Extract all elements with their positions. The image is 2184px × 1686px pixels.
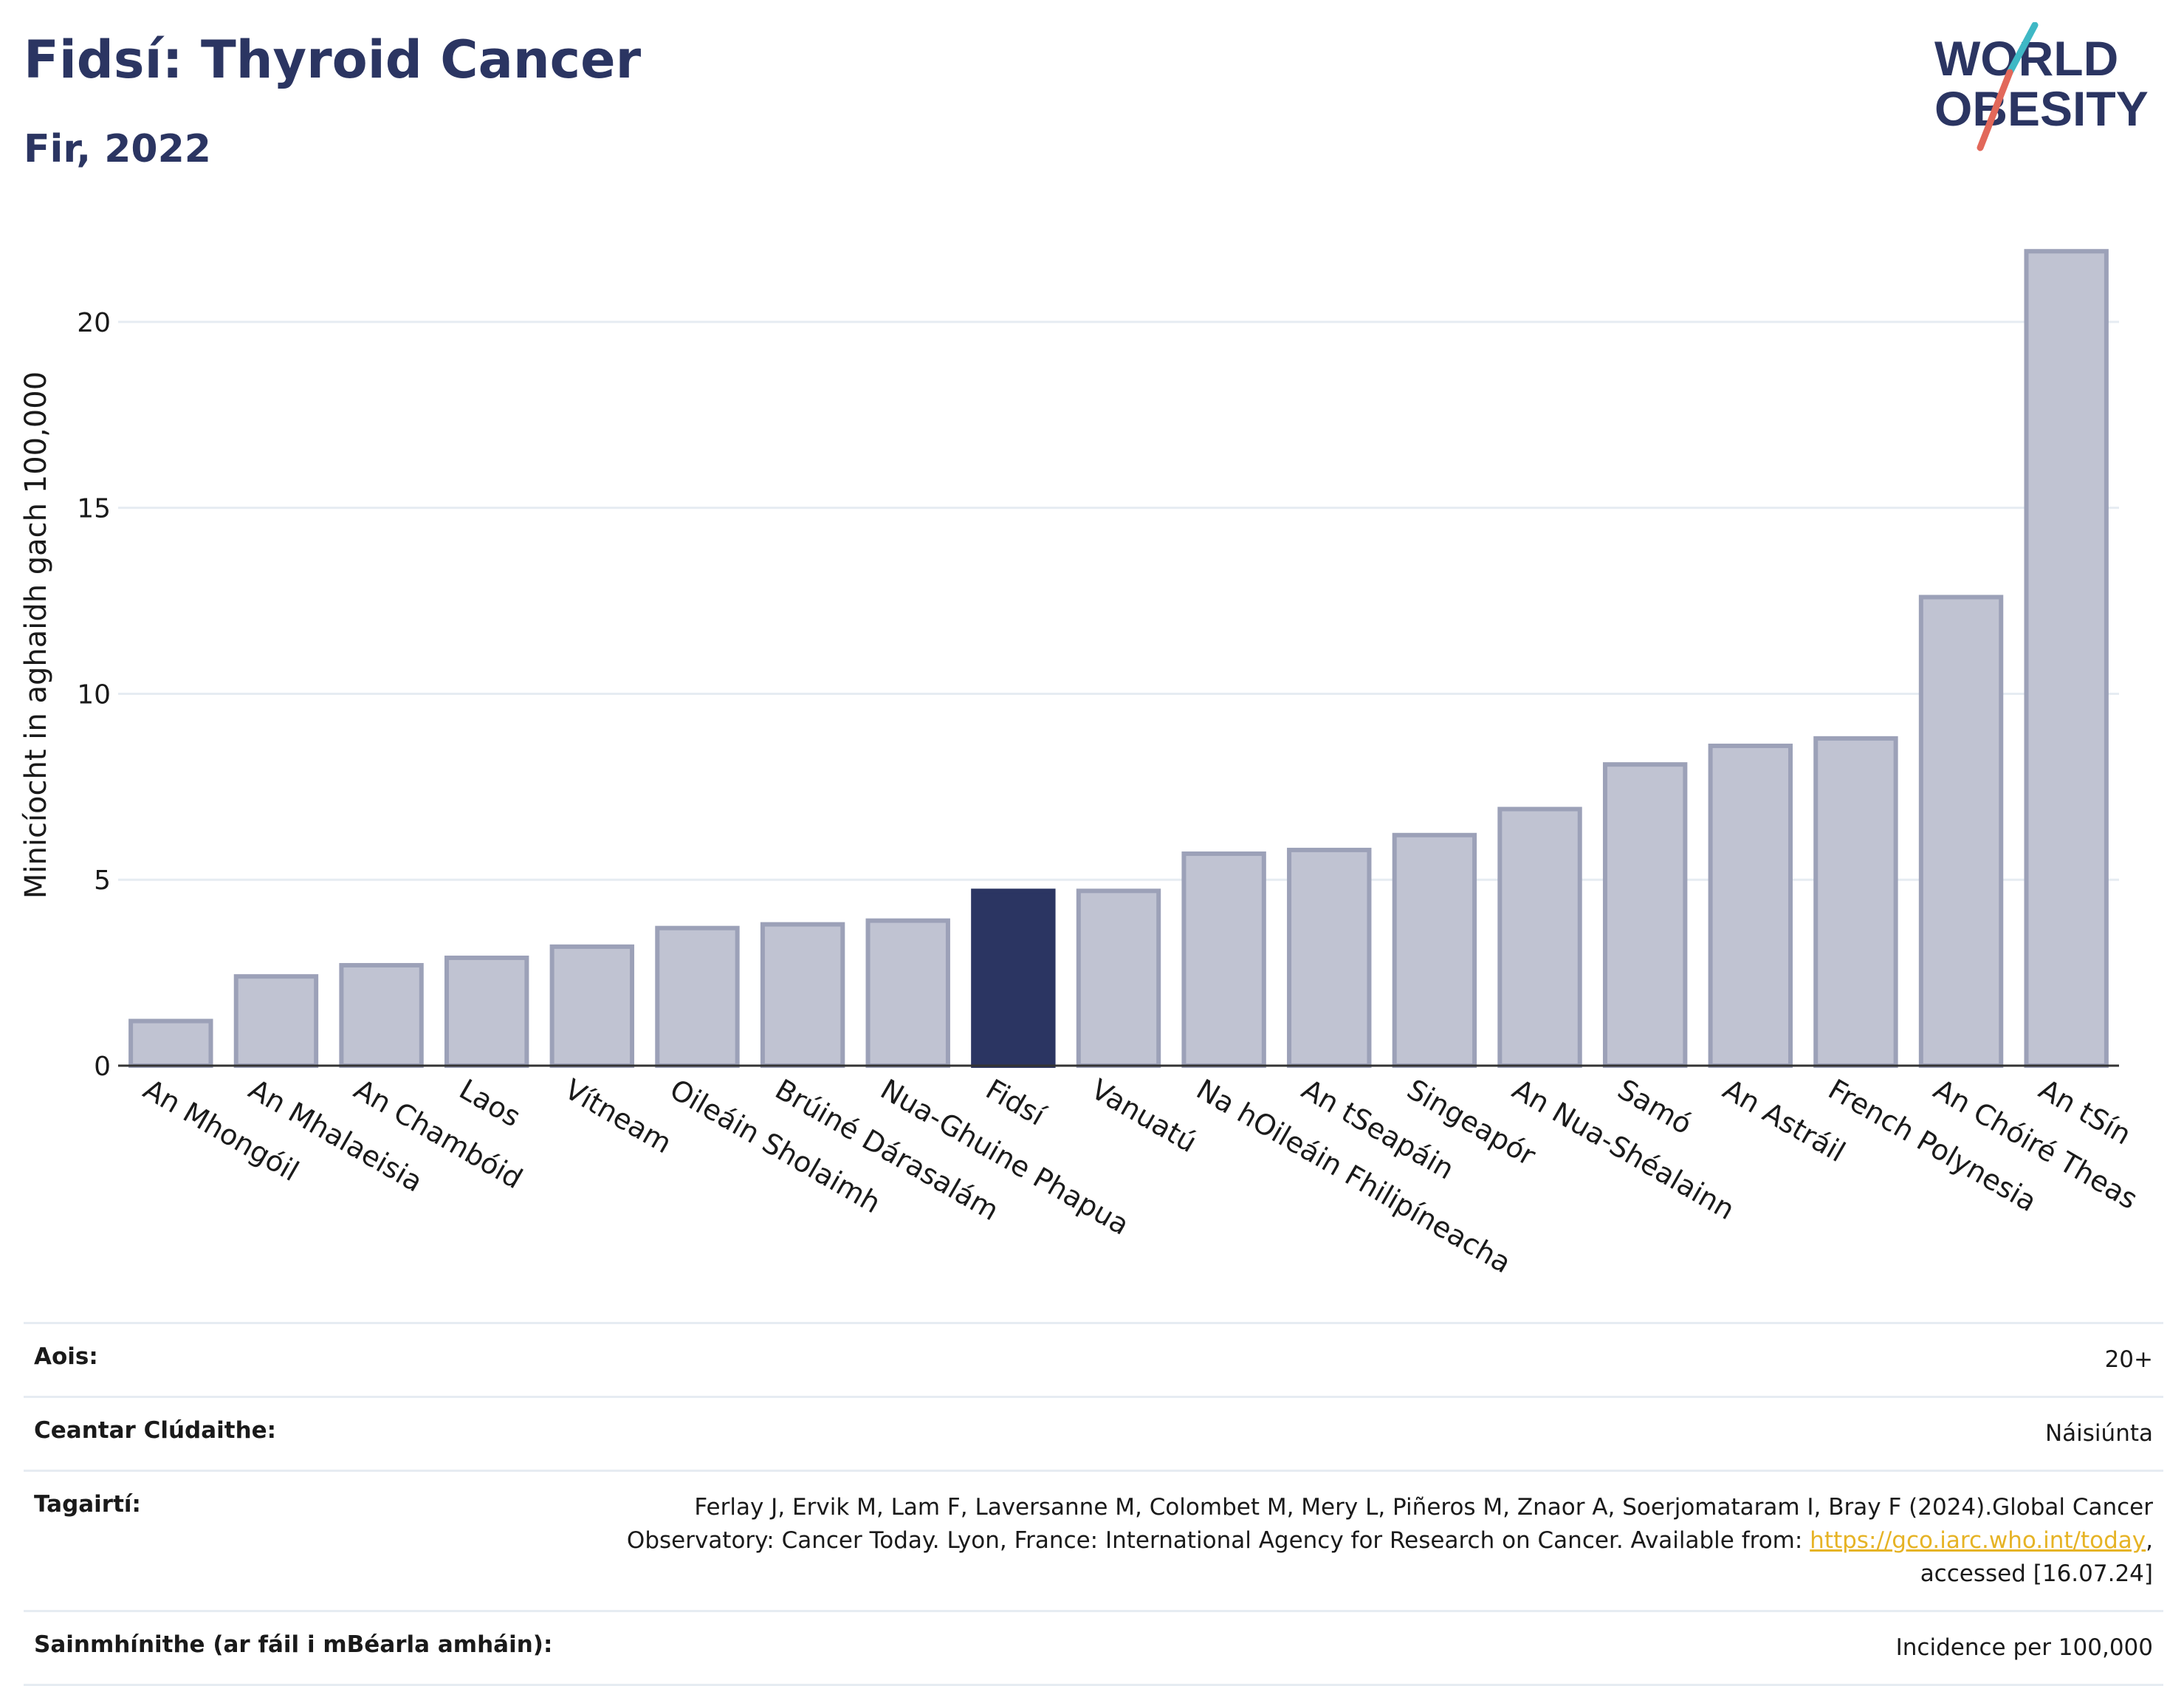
- info-row-age: Aois: 20+: [24, 1322, 2163, 1396]
- y-tick-label: 20: [77, 308, 111, 338]
- logo-line-obesity: OBESITY: [1934, 81, 2149, 136]
- bar-an-nua-sh-alainn: [1497, 806, 1582, 1068]
- y-axis-ticks: 0 5 10 15 20: [77, 308, 111, 1082]
- bar-na-hoile-in-fhilip-neacha: [1181, 851, 1266, 1069]
- info-table: Aois: 20+ Ceantar Clúdaithe: Náisiúnta T…: [24, 1322, 2163, 1686]
- bar-v-tneam: [549, 944, 635, 1068]
- bar-laos: [444, 955, 529, 1068]
- bar-an-mhalaeisia: [233, 974, 319, 1068]
- bar-oile-in-sholaimh: [655, 925, 740, 1068]
- references-link[interactable]: https://gco.iarc.who.int/today: [1810, 1526, 2146, 1554]
- age-label: Aois:: [34, 1343, 98, 1370]
- bar-an-astr-il: [1708, 743, 1793, 1068]
- bar-fids-: [971, 888, 1056, 1068]
- chart-subtitle: Fir, 2022: [24, 127, 211, 171]
- bar-an-tseap-in: [1287, 847, 1372, 1068]
- bar-an-ts-n: [2024, 249, 2109, 1068]
- logo-slash-red: [1977, 69, 2013, 151]
- bar-nua-ghuine-phapua: [865, 918, 950, 1068]
- chart-title: Fidsí: Thyroid Cancer: [24, 30, 642, 90]
- x-tick-label: Fidsí: [981, 1073, 1051, 1133]
- x-tick-label: An Mhalaeisia: [243, 1073, 427, 1199]
- info-row-references: Tagairtí: Ferlay J, Ervik M, Lam F, Lave…: [24, 1469, 2163, 1610]
- y-tick-label: 10: [77, 679, 111, 710]
- definitions-label: Sainmhínithe (ar fáil i mBéarla amháin):: [34, 1631, 553, 1658]
- references-text-1: Ferlay J, Ervik M, Lam F, Laversanne M, …: [626, 1493, 2153, 1554]
- y-tick-label: 15: [77, 494, 111, 524]
- x-tick-label: Laos: [454, 1073, 526, 1134]
- bar-an-mhong-il: [128, 1018, 213, 1069]
- info-row-coverage: Ceantar Clúdaithe: Náisiúnta: [24, 1395, 2163, 1470]
- x-tick-label: Samó: [1613, 1073, 1697, 1141]
- bar-sam-: [1602, 762, 1688, 1068]
- bars: [128, 249, 2109, 1069]
- coverage-value: Náisiúnta: [2044, 1419, 2153, 1447]
- x-tick-label: Vanuatú: [1086, 1073, 1203, 1159]
- bar-french-polynesia: [1813, 736, 1898, 1068]
- age-value: 20+: [2104, 1346, 2153, 1373]
- logo-slash-teal: [2006, 22, 2039, 76]
- bar-singeap-r: [1392, 832, 1477, 1068]
- y-tick-label: 0: [94, 1052, 111, 1082]
- info-row-definitions: Sainmhínithe (ar fáil i mBéarla amháin):…: [24, 1609, 2163, 1686]
- bar-an-chamb-id: [339, 963, 424, 1069]
- y-axis-label: Minicíocht in aghaidh gach 100,000: [19, 371, 53, 899]
- bar-br-in-d-rasal-m: [760, 922, 845, 1069]
- references-text-2: , accessed [16.07.24]: [1920, 1526, 2153, 1587]
- bar-an-ch-ir-theas: [1918, 594, 2004, 1068]
- x-tick-label: Vítneam: [559, 1073, 677, 1160]
- world-obesity-logo: WORLD OBESITY: [1934, 22, 2149, 151]
- references-value: Ferlay J, Ervik M, Lam F, Laversanne M, …: [602, 1491, 2153, 1591]
- definitions-value: Incidence per 100,000: [1895, 1634, 2153, 1661]
- y-tick-label: 5: [94, 866, 111, 896]
- bar-vanuat-: [1076, 888, 1161, 1068]
- coverage-label: Ceantar Clúdaithe:: [34, 1416, 277, 1444]
- references-label: Tagairtí:: [34, 1490, 141, 1518]
